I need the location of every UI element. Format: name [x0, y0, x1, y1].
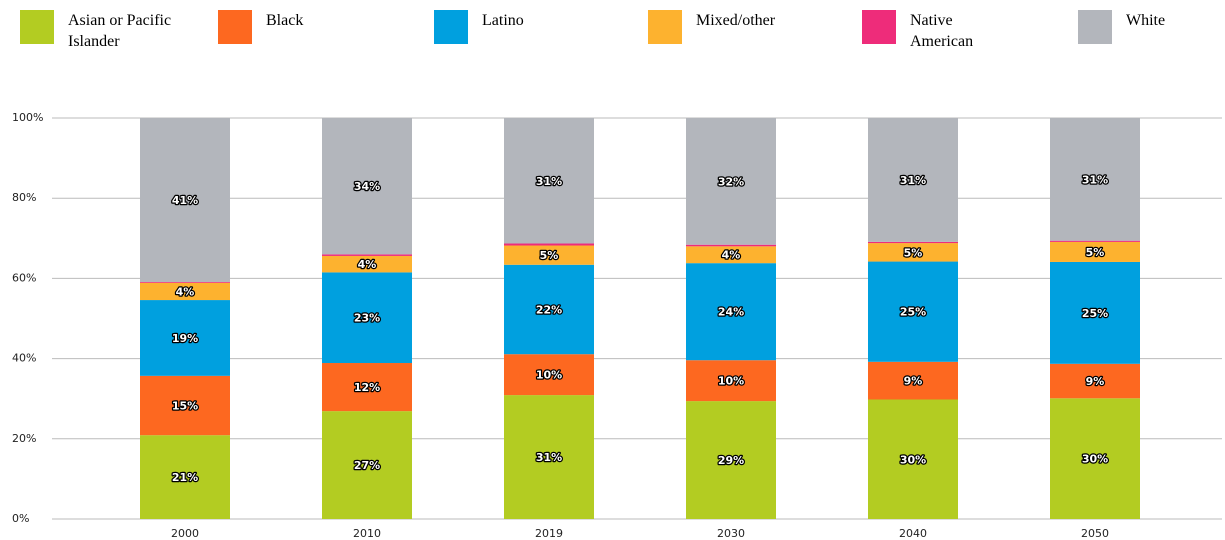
y-tick-label: 60%	[12, 271, 36, 284]
legend-item: Native American	[862, 10, 990, 52]
bar-segment	[868, 261, 958, 362]
data-label: 31%	[536, 451, 562, 464]
y-tick-label: 80%	[12, 191, 36, 204]
legend-item: White	[1078, 10, 1225, 44]
bar-segment	[686, 401, 776, 519]
legend-item: Mixed/other	[648, 10, 826, 44]
bar-segment	[1050, 261, 1140, 364]
x-tick-label: 2050	[1081, 527, 1109, 540]
y-tick-label: 20%	[12, 432, 36, 445]
bar-segment	[686, 246, 776, 264]
legend-label: White	[1126, 12, 1166, 29]
data-label: 29%	[718, 454, 744, 467]
data-label: 31%	[900, 174, 926, 187]
legend-label: Native American	[910, 12, 974, 50]
legend-swatch	[434, 10, 468, 44]
bar-segment	[686, 118, 776, 245]
bar-segment	[686, 360, 776, 402]
data-label: 4%	[722, 249, 741, 262]
x-tick-label: 2040	[899, 527, 927, 540]
data-label: 41%	[172, 194, 198, 207]
bar-segment	[1050, 398, 1140, 519]
bar-segment	[1050, 363, 1140, 399]
bar-segment	[868, 241, 958, 244]
bar-segment	[140, 435, 230, 519]
bar-segment	[140, 118, 230, 283]
data-label: 5%	[904, 246, 923, 259]
bar-segment	[322, 118, 412, 255]
bar-segment	[140, 375, 230, 436]
data-label: 15%	[172, 400, 198, 413]
data-label: 10%	[718, 375, 744, 388]
bar-segment	[686, 263, 776, 361]
data-label: 4%	[358, 258, 377, 271]
x-tick-label: 2000	[171, 527, 199, 540]
bar-segment	[322, 255, 412, 273]
legend-item: Black	[218, 10, 376, 44]
y-tick-label: 40%	[12, 352, 36, 365]
bar-segment	[868, 243, 958, 262]
bar-segment	[504, 118, 594, 244]
bar-segment	[868, 118, 958, 242]
bar-segment	[504, 243, 594, 246]
bar-segment	[1050, 240, 1140, 242]
data-label: 31%	[1082, 173, 1108, 186]
bar-segment	[504, 395, 594, 519]
bar-segment	[140, 282, 230, 283]
y-tick-label: 0%	[12, 512, 29, 525]
legend-swatch	[1078, 10, 1112, 44]
data-label: 9%	[904, 375, 923, 388]
x-tick-label: 2010	[353, 527, 381, 540]
bar-segment	[322, 411, 412, 519]
bar-segment	[322, 272, 412, 364]
data-label: 30%	[1082, 453, 1108, 466]
x-tick-label: 2030	[717, 527, 745, 540]
legend-swatch	[20, 10, 54, 44]
legend-label: Black	[266, 12, 304, 29]
data-label: 5%	[540, 249, 559, 262]
data-label: 21%	[172, 471, 198, 484]
legend-swatch	[862, 10, 896, 44]
bar-segment	[322, 363, 412, 412]
legend-item: Latino	[434, 10, 592, 44]
data-label: 24%	[718, 306, 744, 319]
bar-segment	[504, 354, 594, 396]
legend-label: Mixed/other	[696, 12, 776, 29]
bar-segment	[1050, 118, 1140, 241]
bar-segment	[1050, 241, 1140, 262]
legend-swatch	[648, 10, 682, 44]
y-tick-label: 100%	[12, 111, 43, 124]
bar-segment	[140, 300, 230, 376]
bar-segment	[868, 361, 958, 400]
bar-segment	[322, 254, 412, 256]
data-label: 23%	[354, 312, 380, 325]
legend-label: Asian or Pacific Islander	[68, 12, 172, 50]
data-label: 32%	[718, 175, 744, 188]
bar-segment	[686, 244, 776, 247]
data-label: 12%	[354, 381, 380, 394]
data-label: 25%	[1082, 307, 1108, 320]
data-label: 10%	[536, 369, 562, 382]
data-label: 9%	[1086, 375, 1105, 388]
data-label: 27%	[354, 459, 380, 472]
data-label: 25%	[900, 306, 926, 319]
bar-segment	[140, 282, 230, 301]
bar-segment	[504, 264, 594, 355]
data-label: 34%	[354, 180, 380, 193]
data-label: 22%	[536, 303, 562, 316]
x-tick-label: 2019	[535, 527, 563, 540]
data-label: 5%	[1086, 246, 1105, 259]
data-label: 4%	[176, 285, 195, 298]
data-label: 30%	[900, 453, 926, 466]
bar-segment	[504, 245, 594, 265]
legend: Asian or Pacific Islander Black Latino Mixe…	[0, 0, 1225, 70]
data-label: 19%	[172, 332, 198, 345]
legend-swatch	[218, 10, 252, 44]
legend-item: Asian or Pacific Islander	[20, 10, 198, 52]
data-label: 31%	[536, 175, 562, 188]
bar-segment	[868, 399, 958, 519]
legend-label: Latino	[482, 12, 524, 29]
